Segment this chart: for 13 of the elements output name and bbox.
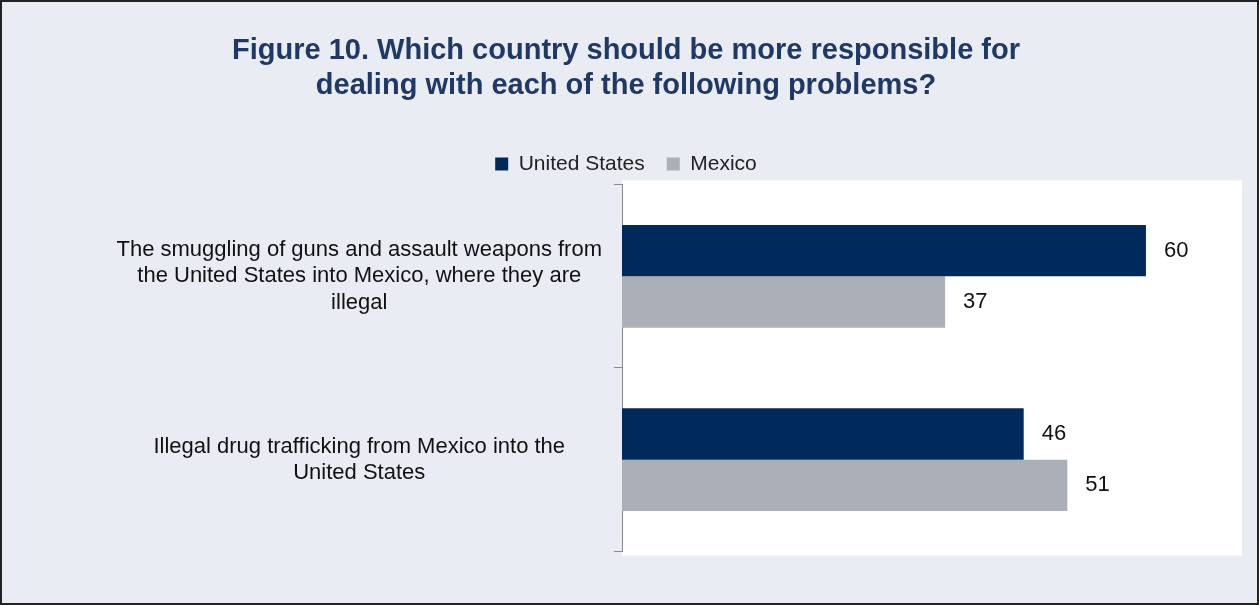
legend-label: Mexico bbox=[690, 150, 757, 174]
y-tick-label: The smuggling of guns and assault weapons from the United States into Mexico, where they are illegal bbox=[116, 235, 603, 314]
y-tick-label: Illegal drug trafficking from Mexico into the United States bbox=[153, 432, 566, 484]
bar bbox=[622, 408, 1024, 460]
bar bbox=[622, 459, 1068, 512]
chart-title: Figure 10. Which country should be more responsible for dealing with each of the following problems? bbox=[232, 33, 1020, 101]
data-label: 46 bbox=[1041, 420, 1067, 446]
data-label: 37 bbox=[963, 288, 988, 314]
bar bbox=[622, 276, 946, 328]
data-label: 51 bbox=[1085, 471, 1110, 497]
bar bbox=[622, 224, 1146, 277]
legend-label: United States bbox=[518, 150, 645, 174]
data-label: 60 bbox=[1163, 236, 1189, 262]
